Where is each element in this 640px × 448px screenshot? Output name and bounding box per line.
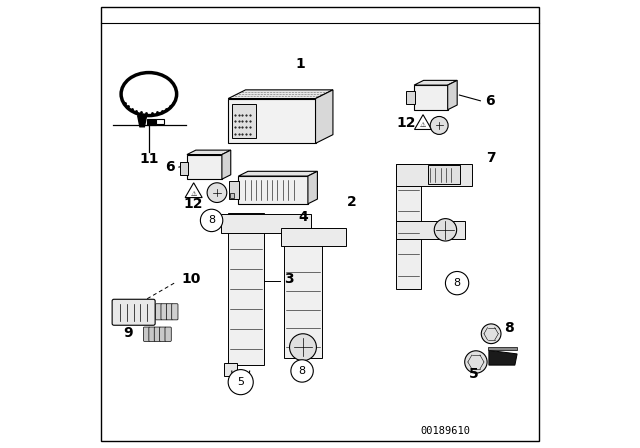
Polygon shape — [187, 155, 222, 179]
Circle shape — [291, 360, 314, 382]
FancyBboxPatch shape — [156, 304, 162, 320]
Text: 6: 6 — [164, 160, 174, 174]
Text: ⚠: ⚠ — [191, 190, 196, 197]
Polygon shape — [414, 80, 457, 85]
Text: 12: 12 — [184, 197, 204, 211]
Polygon shape — [187, 150, 231, 155]
FancyBboxPatch shape — [166, 304, 173, 320]
Bar — [396, 164, 421, 289]
Text: 7: 7 — [486, 151, 495, 165]
Text: 11: 11 — [139, 152, 159, 166]
Circle shape — [481, 324, 501, 344]
Bar — [221, 214, 311, 233]
FancyBboxPatch shape — [149, 327, 155, 341]
Polygon shape — [316, 90, 333, 143]
Bar — [230, 193, 234, 198]
Circle shape — [200, 209, 223, 232]
Polygon shape — [222, 150, 231, 179]
Bar — [228, 213, 264, 365]
Polygon shape — [239, 171, 317, 176]
Circle shape — [465, 351, 487, 373]
Text: 5: 5 — [468, 367, 479, 381]
Polygon shape — [415, 115, 431, 129]
Polygon shape — [228, 90, 333, 99]
Bar — [232, 104, 257, 138]
Polygon shape — [308, 171, 317, 204]
Text: 12: 12 — [397, 116, 417, 130]
Polygon shape — [228, 99, 316, 143]
Bar — [156, 119, 164, 124]
Polygon shape — [138, 116, 147, 127]
FancyBboxPatch shape — [165, 327, 172, 341]
Text: 1: 1 — [295, 56, 305, 71]
Text: 4: 4 — [298, 210, 308, 224]
Bar — [428, 165, 460, 184]
Polygon shape — [489, 350, 517, 365]
FancyBboxPatch shape — [143, 327, 150, 341]
FancyBboxPatch shape — [172, 304, 178, 320]
Bar — [396, 164, 472, 186]
Bar — [488, 347, 517, 350]
FancyBboxPatch shape — [159, 327, 166, 341]
FancyBboxPatch shape — [154, 327, 161, 341]
Text: 00189610: 00189610 — [420, 426, 470, 436]
Text: 8: 8 — [208, 215, 215, 225]
Bar — [396, 221, 465, 239]
Polygon shape — [414, 85, 448, 110]
Circle shape — [228, 370, 253, 395]
Bar — [180, 162, 188, 175]
Bar — [228, 181, 239, 199]
Text: 9: 9 — [124, 326, 133, 340]
Text: 5: 5 — [237, 377, 244, 387]
Bar — [280, 228, 346, 246]
FancyBboxPatch shape — [161, 304, 167, 320]
FancyBboxPatch shape — [112, 299, 155, 325]
Circle shape — [430, 116, 448, 134]
Bar — [406, 91, 415, 104]
Circle shape — [445, 271, 468, 295]
Text: 2: 2 — [347, 195, 356, 210]
Text: 8: 8 — [298, 366, 306, 376]
Text: 10: 10 — [181, 271, 200, 286]
Polygon shape — [448, 80, 457, 110]
Circle shape — [207, 183, 227, 202]
Text: 3: 3 — [284, 272, 294, 286]
Bar — [284, 228, 323, 358]
Text: ⚠: ⚠ — [420, 122, 426, 129]
Circle shape — [289, 334, 316, 361]
Polygon shape — [185, 183, 202, 198]
Polygon shape — [239, 176, 308, 204]
Bar — [147, 119, 157, 125]
Text: 6: 6 — [485, 94, 495, 108]
Text: 8: 8 — [504, 321, 513, 335]
Text: 8: 8 — [454, 278, 461, 288]
Bar — [224, 363, 237, 376]
Circle shape — [435, 219, 457, 241]
